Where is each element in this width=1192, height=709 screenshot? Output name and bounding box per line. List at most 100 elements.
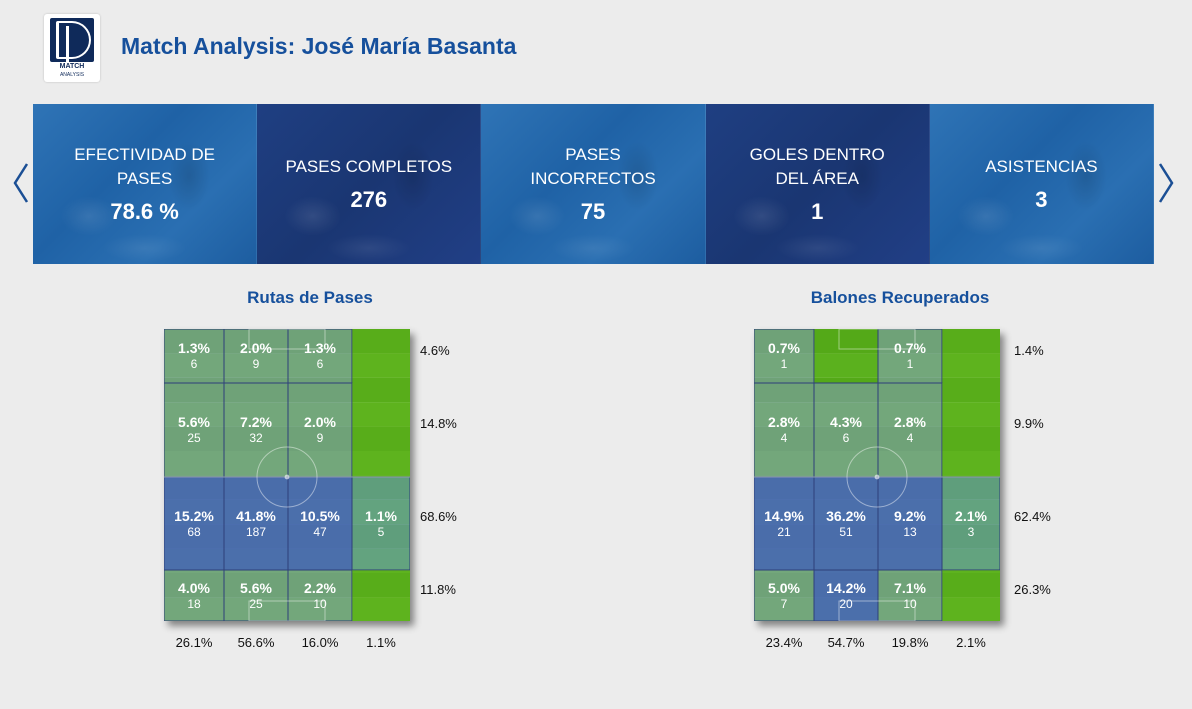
- zone-percent: 0.7%: [768, 340, 800, 356]
- zone-label: 1.1% 5: [352, 508, 410, 540]
- zone-cell: [223, 476, 289, 571]
- stats-carousel: EFECTIVIDAD DE PASES 78.6 % PASES COMPLE…: [33, 104, 1155, 264]
- zone-label: 7.2% 32: [224, 414, 288, 446]
- zone-percent: 1.3%: [178, 340, 210, 356]
- zone-count: 68: [187, 524, 201, 539]
- zone-label: 2.0% 9: [288, 414, 352, 446]
- zone-label: 1.3% 6: [164, 340, 224, 372]
- zone-label: 14.9% 21: [754, 508, 814, 540]
- stat-card-completed-passes[interactable]: PASES COMPLETOS 276: [257, 104, 482, 264]
- zone-percent: 41.8%: [236, 507, 276, 524]
- zone-percent: 15.2%: [174, 507, 214, 524]
- row-total: 11.8%: [420, 582, 456, 597]
- zone-percent: 14.2%: [826, 579, 866, 596]
- zone-count: 9: [316, 431, 324, 445]
- row-total: 1.4%: [1014, 343, 1044, 358]
- zone-cell: [223, 329, 289, 384]
- pass-routes-pitch: 1.3% 6 2.0% 9 1.3% 6 5.6% 25 7.2% 32 2.0% 9 15.2% 68 4…: [164, 329, 410, 621]
- zone-percent: 36.2%: [826, 507, 866, 524]
- zone-label: 5.6% 25: [164, 414, 224, 446]
- zone-percent: 1.3%: [304, 340, 336, 356]
- zone-cell: [287, 382, 353, 478]
- column-total: 26.1%: [175, 635, 213, 650]
- zone-label: 5.6% 25: [224, 580, 288, 612]
- row-total: 14.8%: [420, 416, 457, 431]
- row-total: 68.6%: [420, 509, 457, 524]
- zone-cell: [164, 569, 225, 621]
- zone-percent: 2.1%: [955, 507, 987, 524]
- chevron-right-icon[interactable]: [1156, 160, 1176, 206]
- zone-label: 2.8% 4: [754, 414, 814, 446]
- zone-count: 3: [967, 524, 975, 539]
- pass-routes-title: Rutas de Pases: [247, 288, 373, 307]
- zone-label: 36.2% 51: [814, 508, 878, 540]
- zone-cell: [351, 476, 410, 571]
- zone-cell: [287, 329, 353, 384]
- stat-value: 75: [580, 199, 606, 224]
- pitch-graphic: [754, 329, 1000, 621]
- pitch-marking: [256, 446, 318, 508]
- zone-cell: [754, 569, 815, 621]
- stat-label: GOLES DENTRO DEL ÁREA: [749, 145, 885, 188]
- stat-card-pass-effectiveness[interactable]: EFECTIVIDAD DE PASES 78.6 %: [33, 104, 258, 264]
- zone-count: 47: [313, 524, 327, 539]
- zone-label: 2.8% 4: [878, 414, 942, 446]
- pitch-marking: [838, 329, 916, 350]
- zone-count: 1: [906, 357, 914, 371]
- zone-count: 10: [313, 596, 327, 611]
- zone-count: 6: [190, 357, 198, 371]
- match-analysis-logo[interactable]: MATCH ANALYSIS: [44, 14, 100, 82]
- stat-card-assists[interactable]: ASISTENCIAS 3: [929, 104, 1155, 264]
- zone-cell: [877, 569, 943, 621]
- zone-cell: [352, 329, 410, 383]
- stat-label: PASES INCORRECTOS: [530, 145, 656, 188]
- chevron-left-icon[interactable]: [11, 160, 31, 206]
- pitch-marking: [846, 446, 908, 508]
- stat-card-incorrect-passes[interactable]: PASES INCORRECTOS 75: [481, 104, 706, 264]
- zone-cell: [352, 383, 410, 477]
- row-total: 26.3%: [1014, 582, 1051, 597]
- recoveries-title: Balones Recuperados: [810, 288, 990, 307]
- zone-count: 4: [906, 431, 914, 445]
- zone-count: 6: [842, 431, 850, 445]
- zone-label: 5.0% 7: [754, 580, 814, 612]
- zone-label: 0.7% 1: [878, 340, 942, 372]
- zone-count: 13: [903, 524, 917, 539]
- zone-percent: 0.7%: [894, 340, 926, 356]
- zone-count: 25: [187, 431, 201, 445]
- zone-percent: 14.9%: [764, 507, 804, 524]
- zone-percent: 5.0%: [768, 579, 800, 596]
- zone-label: 14.2% 20: [814, 580, 878, 612]
- row-total: 62.4%: [1014, 509, 1051, 524]
- zone-label: 4.3% 6: [814, 414, 878, 446]
- zone-percent: 7.2%: [240, 414, 272, 430]
- row-total: 4.6%: [420, 343, 450, 358]
- stat-card-goals-inside-box[interactable]: GOLES DENTRO DEL ÁREA 1: [705, 104, 930, 264]
- pitch-marking: [874, 474, 880, 480]
- pitch-graphic: [164, 329, 410, 621]
- page-title: Match Analysis: José María Basanta: [121, 33, 517, 59]
- zone-cell: [813, 476, 879, 571]
- recoveries-pitch: 0.7% 1 0.7% 1 2.8% 4 4.3% 6 2.8% 4 14.9% 21 36.2% 51 9…: [754, 329, 1000, 621]
- logo-wordmark: MATCH ANALYSIS: [59, 63, 85, 78]
- zone-percent: 7.1%: [894, 579, 926, 596]
- stat-value: 78.6 %: [110, 199, 179, 224]
- zone-count: 21: [777, 524, 791, 539]
- zone-label: 0.7% 1: [754, 340, 814, 372]
- zone-label: 9.2% 13: [878, 508, 942, 540]
- zone-cell: [754, 329, 815, 384]
- zone-percent: 10.5%: [300, 507, 340, 524]
- zone-percent: 5.6%: [178, 414, 210, 430]
- zone-count: 9: [252, 357, 260, 371]
- zone-count: 18: [187, 596, 201, 611]
- stat-value: 3: [1035, 187, 1048, 212]
- zone-cell: [754, 476, 815, 571]
- zone-count: 1: [780, 357, 788, 371]
- pitch-marking: [838, 600, 916, 621]
- zone-cell: [287, 569, 353, 621]
- zone-percent: 2.8%: [768, 414, 800, 430]
- stat-label: PASES COMPLETOS: [285, 157, 453, 176]
- zone-percent: 4.3%: [830, 414, 862, 430]
- zone-cell: [352, 570, 410, 621]
- zone-percent: 2.8%: [894, 414, 926, 430]
